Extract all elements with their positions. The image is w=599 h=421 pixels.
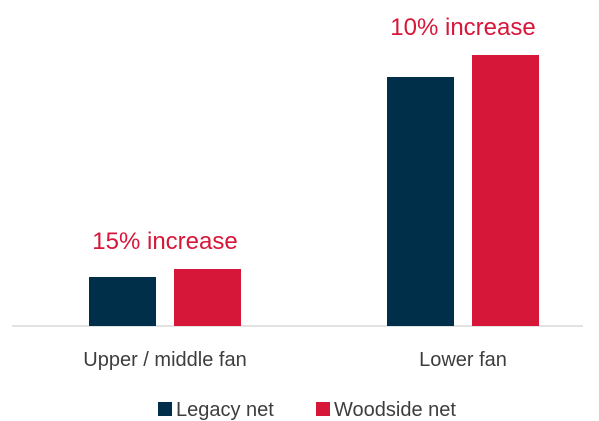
bar-legacy-net-lower-fan (387, 77, 454, 326)
legend: Legacy net Woodside net (158, 399, 456, 421)
bar-woodside-net-lower-fan (472, 55, 539, 326)
category-label-lower-fan: Lower fan (419, 349, 507, 371)
legend-swatch-legacy-net (158, 402, 172, 416)
bar-woodside-net-upper-middle-fan (174, 269, 241, 326)
annotation-lower-fan: 10% increase (390, 14, 535, 41)
annotation-upper-middle-fan: 15% increase (92, 228, 237, 255)
legend-label-legacy-net: Legacy net (176, 399, 274, 421)
legend-label-woodside-net: Woodside net (334, 399, 456, 421)
category-label-upper-middle-fan: Upper / middle fan (83, 349, 246, 371)
bar-legacy-net-upper-middle-fan (89, 277, 156, 326)
legend-swatch-woodside-net (316, 402, 330, 416)
